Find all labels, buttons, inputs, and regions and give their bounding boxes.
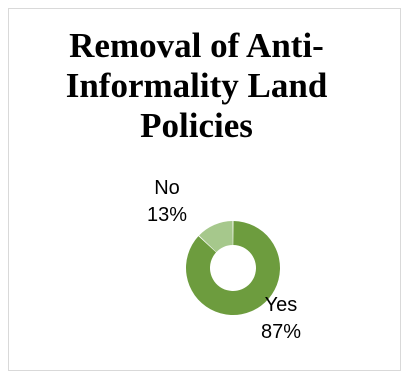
slice-no bbox=[199, 221, 233, 253]
data-label-category-yes: Yes bbox=[265, 294, 298, 316]
data-label-value-no: 13% bbox=[147, 204, 187, 226]
slice-yes bbox=[185, 221, 280, 315]
chart-area bbox=[8, 8, 401, 371]
data-label-value-yes: 87% bbox=[261, 321, 301, 343]
chart-title: Removal of Anti- Informality Land Polici… bbox=[65, 26, 328, 145]
data-label-category-no: No bbox=[154, 177, 180, 199]
